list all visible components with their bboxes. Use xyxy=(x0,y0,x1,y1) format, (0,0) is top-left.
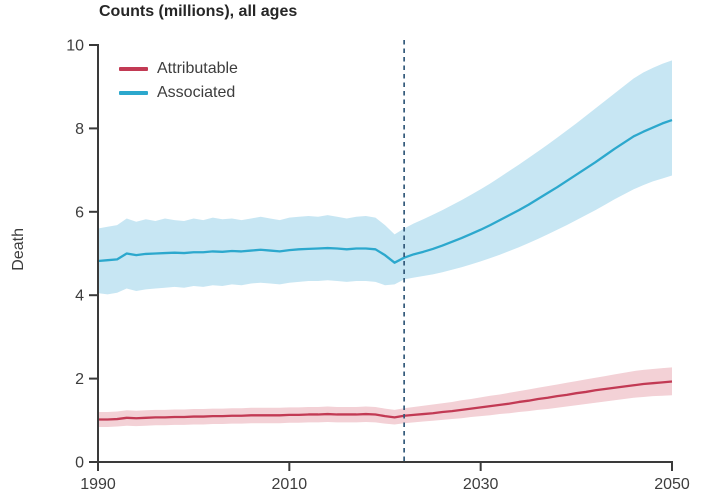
series-line-associated xyxy=(97,118,673,264)
legend-item-attributable: Attributable xyxy=(119,57,238,81)
y-tick-label: 4 xyxy=(75,288,84,305)
y-tick-label: 2 xyxy=(75,371,84,388)
legend-label: Associated xyxy=(157,84,236,101)
chart-title: Counts (millions), all ages xyxy=(99,3,298,20)
chart-legend: Attributable Associated xyxy=(119,57,238,105)
legend-item-associated: Associated xyxy=(119,81,238,105)
associated-line-swatch-icon xyxy=(119,91,148,95)
y-tick-label: 10 xyxy=(66,38,84,55)
series-line-attributable xyxy=(98,380,673,421)
y-tick-label: 6 xyxy=(75,204,84,221)
legend-label: Attributable xyxy=(157,60,238,77)
y-tick-label: 0 xyxy=(75,455,84,472)
x-tick-label: 1990 xyxy=(80,476,116,493)
x-tick-label: 2010 xyxy=(272,476,308,493)
x-tick-label: 2030 xyxy=(463,476,499,493)
confidence-band-associated xyxy=(98,60,672,295)
attributable-line-swatch-icon xyxy=(119,67,148,71)
confidence-band-attributable xyxy=(98,367,672,427)
y-tick-label: 8 xyxy=(75,121,84,138)
x-tick-label: 2050 xyxy=(654,476,690,493)
